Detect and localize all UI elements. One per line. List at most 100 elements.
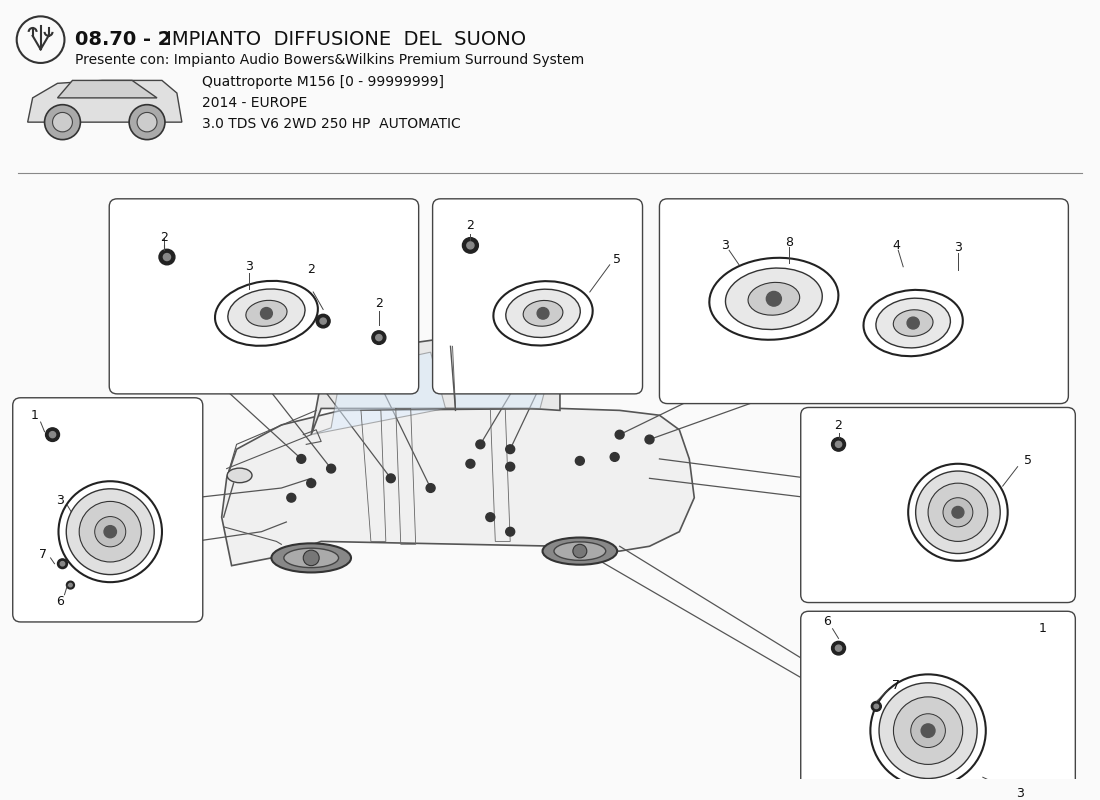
Text: 3: 3 [954, 241, 961, 254]
Circle shape [573, 544, 586, 558]
Circle shape [297, 454, 306, 463]
Polygon shape [222, 409, 694, 566]
Text: 5: 5 [1024, 454, 1032, 467]
Circle shape [537, 307, 549, 319]
Text: 2: 2 [375, 297, 383, 310]
Circle shape [645, 435, 654, 444]
Ellipse shape [876, 298, 950, 348]
Ellipse shape [726, 268, 823, 330]
Circle shape [466, 242, 474, 249]
Text: 7: 7 [39, 547, 46, 561]
Circle shape [476, 440, 485, 449]
Ellipse shape [524, 301, 563, 326]
Ellipse shape [246, 300, 287, 326]
FancyBboxPatch shape [659, 199, 1068, 403]
FancyBboxPatch shape [432, 199, 642, 394]
Circle shape [893, 697, 962, 765]
Text: 3: 3 [244, 260, 253, 274]
Circle shape [261, 307, 273, 319]
Circle shape [160, 250, 175, 265]
Ellipse shape [284, 548, 339, 568]
Text: 08.70 - 2: 08.70 - 2 [76, 30, 172, 49]
Text: 5: 5 [613, 254, 620, 266]
Circle shape [372, 331, 386, 344]
Circle shape [79, 502, 141, 562]
Circle shape [138, 113, 157, 132]
Text: Quattroporte M156 [0 - 99999999]: Quattroporte M156 [0 - 99999999] [201, 74, 443, 89]
Text: 3: 3 [56, 494, 65, 507]
Ellipse shape [748, 282, 800, 315]
Circle shape [376, 334, 382, 341]
Circle shape [104, 526, 117, 538]
Circle shape [316, 314, 330, 328]
Circle shape [53, 113, 73, 132]
Circle shape [320, 318, 327, 324]
Circle shape [164, 254, 170, 261]
FancyBboxPatch shape [801, 407, 1076, 602]
Circle shape [57, 559, 67, 569]
Circle shape [462, 238, 478, 253]
Circle shape [129, 105, 165, 140]
Circle shape [486, 513, 495, 522]
Circle shape [952, 506, 964, 518]
FancyBboxPatch shape [801, 611, 1076, 800]
Circle shape [307, 479, 316, 487]
Circle shape [832, 438, 846, 451]
Circle shape [767, 291, 781, 306]
Ellipse shape [542, 538, 617, 565]
Circle shape [871, 702, 881, 711]
Text: 4: 4 [892, 239, 900, 252]
Circle shape [943, 498, 972, 527]
Circle shape [95, 517, 125, 547]
Text: 1: 1 [31, 409, 38, 422]
Text: 2: 2 [835, 419, 843, 433]
Circle shape [327, 464, 336, 473]
Circle shape [874, 704, 879, 709]
Text: 3: 3 [722, 239, 729, 252]
Text: 6: 6 [823, 615, 830, 629]
Ellipse shape [272, 543, 351, 573]
Polygon shape [28, 81, 182, 122]
Circle shape [66, 581, 75, 589]
Text: 2: 2 [160, 231, 168, 244]
Ellipse shape [227, 468, 252, 482]
Circle shape [466, 459, 475, 468]
Circle shape [68, 583, 73, 587]
Circle shape [386, 474, 395, 482]
Circle shape [615, 430, 624, 439]
Circle shape [835, 645, 842, 651]
Text: 3.0 TDS V6 2WD 250 HP  AUTOMATIC: 3.0 TDS V6 2WD 250 HP AUTOMATIC [201, 118, 461, 131]
Circle shape [45, 428, 59, 442]
Circle shape [66, 489, 154, 574]
Text: 2: 2 [307, 263, 315, 276]
Text: 2014 - EUROPE: 2014 - EUROPE [201, 96, 307, 110]
Text: 8: 8 [784, 236, 793, 249]
Circle shape [832, 642, 846, 655]
Polygon shape [452, 348, 556, 409]
Circle shape [921, 724, 935, 738]
Ellipse shape [506, 289, 581, 338]
Circle shape [879, 683, 977, 778]
Ellipse shape [554, 542, 606, 560]
Circle shape [835, 442, 842, 447]
FancyBboxPatch shape [13, 398, 202, 622]
Polygon shape [57, 81, 157, 98]
Circle shape [45, 105, 80, 140]
Circle shape [506, 462, 515, 471]
Text: 3: 3 [1015, 787, 1024, 800]
FancyBboxPatch shape [109, 199, 419, 394]
Circle shape [60, 562, 65, 566]
Circle shape [610, 453, 619, 462]
Ellipse shape [893, 310, 933, 336]
Circle shape [575, 457, 584, 466]
Text: 7: 7 [892, 678, 900, 691]
Text: 6: 6 [56, 595, 65, 608]
Text: 1: 1 [1038, 622, 1046, 635]
Circle shape [287, 494, 296, 502]
Ellipse shape [228, 289, 305, 338]
Circle shape [304, 550, 319, 566]
Circle shape [908, 317, 920, 329]
Text: IMPIANTO  DIFFUSIONE  DEL  SUONO: IMPIANTO DIFFUSIONE DEL SUONO [160, 30, 526, 49]
Circle shape [426, 484, 436, 492]
Circle shape [911, 714, 945, 747]
